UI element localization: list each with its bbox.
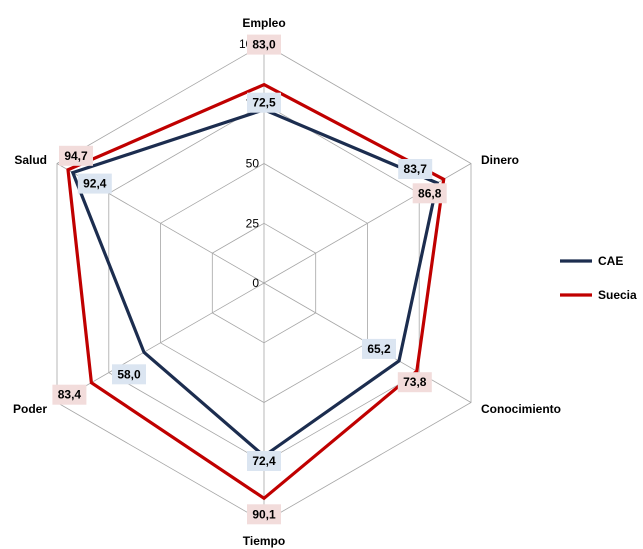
data-label: 72,5	[252, 96, 276, 110]
data-label-bg	[247, 92, 281, 113]
axis-label: Empleo	[242, 16, 285, 30]
data-label-bg	[362, 338, 396, 359]
data-label-bg	[247, 504, 281, 525]
data-label: 83,4	[58, 388, 82, 402]
tick-label: 25	[246, 216, 260, 230]
tick-label: 50	[246, 157, 260, 171]
data-label-bg	[77, 173, 112, 194]
spokes	[56, 44, 472, 522]
data-label-bg	[112, 364, 146, 385]
data-label: 73,8	[403, 375, 427, 389]
data-label: 90,1	[252, 507, 276, 521]
data-label-bg	[398, 159, 433, 179]
tick-labels: 0255075100	[239, 37, 259, 290]
data-label: 83,7	[404, 162, 428, 176]
tick-label: 0	[252, 276, 259, 290]
data-label-bg	[52, 384, 87, 405]
series-line	[66, 82, 446, 501]
axis-label: Salud	[14, 153, 47, 167]
axis-labels: Empleo Dinero Conocimiento Tiempo Poder Salud	[13, 16, 561, 548]
data-label-bg	[247, 34, 281, 55]
data-label: 65,2	[367, 342, 391, 356]
data-label: 86,8	[418, 186, 442, 200]
data-labels: 72,5 83,7 65,2 72,4 58,0 92,4 83,0 86,8 73,8 90,1…	[52, 34, 447, 525]
series-lines	[66, 82, 446, 501]
legend: CAE Suecia	[560, 254, 637, 302]
data-label-bg	[59, 145, 93, 166]
axis-label: Poder	[13, 402, 47, 416]
data-label: 72,4	[252, 454, 276, 468]
data-label: 92,4	[83, 177, 107, 191]
legend-label: Suecia	[598, 288, 637, 302]
axis-label: Conocimiento	[481, 402, 561, 416]
data-label: 94,7	[64, 149, 88, 163]
data-label-bg	[397, 372, 432, 393]
data-label: 83,0	[252, 38, 276, 52]
data-label-bg	[412, 183, 447, 204]
legend-label: CAE	[598, 254, 623, 268]
axis-label: Tiempo	[243, 534, 285, 548]
data-label-bg	[247, 451, 281, 471]
data-label: 58,0	[117, 367, 141, 381]
axis-label: Dinero	[481, 153, 519, 167]
